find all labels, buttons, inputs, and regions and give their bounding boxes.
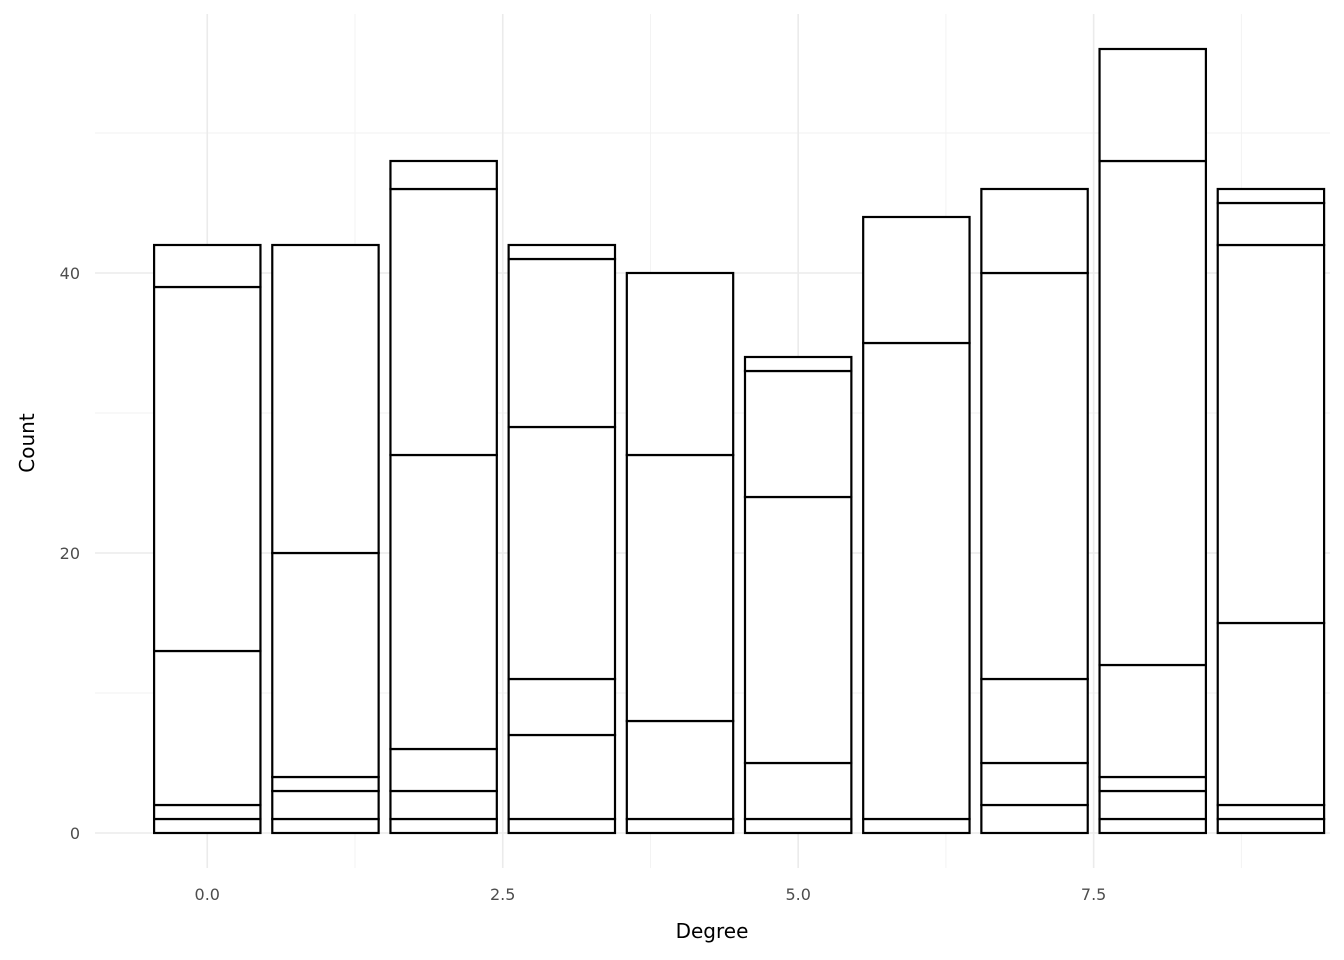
bar-segment (1098, 47, 1208, 163)
bar-segment (1098, 663, 1208, 779)
bar-segment (862, 817, 971, 835)
bar-segment (271, 789, 380, 821)
bar-segment (625, 817, 735, 835)
bar-segment (271, 775, 380, 793)
bar-segment (389, 817, 498, 835)
bar-segment (1216, 621, 1326, 807)
bar-segment (980, 271, 1089, 681)
bar-segment (862, 215, 971, 345)
y-axis-ticks: 0 20 40 (60, 264, 80, 843)
x-tick-label: 5.0 (785, 885, 810, 904)
y-axis-title: Count (15, 413, 39, 473)
bar-segment (625, 271, 735, 457)
bar-segment (507, 425, 617, 681)
bar-segment (1216, 187, 1326, 205)
bar-segment (1216, 243, 1326, 625)
x-tick-label: 0.0 (195, 885, 220, 904)
bar-segment (507, 243, 617, 261)
bar-segment (507, 677, 617, 737)
bar-segment (862, 341, 971, 821)
bar-segment (980, 187, 1089, 275)
bar-segment (1098, 789, 1208, 821)
bar-segment (271, 817, 380, 835)
bar-segment (743, 761, 853, 821)
bar-segment (152, 649, 262, 807)
y-tick-label: 40 (60, 264, 80, 283)
bar-segment (389, 187, 498, 457)
x-axis-ticks: 0.0 2.5 5.0 7.5 (195, 885, 1107, 904)
bar-segment (152, 243, 262, 289)
bar-segment (1216, 817, 1326, 835)
x-tick-label: 7.5 (1081, 885, 1106, 904)
bar-segment (625, 453, 735, 723)
bar-segment (389, 747, 498, 793)
bar-segment (389, 159, 498, 191)
bar-segment (507, 817, 617, 835)
bar-segment (743, 817, 853, 835)
bar-segment (743, 369, 853, 499)
bar-segment (507, 733, 617, 821)
bar-segment (389, 789, 498, 821)
bar-segment (271, 243, 380, 555)
x-tick-label: 2.5 (490, 885, 515, 904)
y-tick-label: 20 (60, 544, 80, 563)
bar-segment (743, 355, 853, 373)
bar-segment (1098, 159, 1208, 667)
bar-segment (1098, 775, 1208, 793)
bar-segment (980, 803, 1089, 835)
bars (152, 47, 1326, 835)
bar-segment (625, 719, 735, 821)
bar-segment (507, 257, 617, 429)
bar-segment (271, 551, 380, 779)
bar-segment (743, 495, 853, 765)
bar-segment (1098, 817, 1208, 835)
y-tick-label: 0 (70, 824, 80, 843)
bar-segment (1216, 201, 1326, 247)
x-axis-title: Degree (676, 919, 749, 943)
bar-segment (980, 761, 1089, 807)
bar-segment (152, 817, 262, 835)
bar-segment (980, 677, 1089, 765)
bar-segment (152, 285, 262, 653)
bar-segment (1216, 803, 1326, 821)
bar-segment (389, 453, 498, 751)
bar-segment (152, 803, 262, 821)
